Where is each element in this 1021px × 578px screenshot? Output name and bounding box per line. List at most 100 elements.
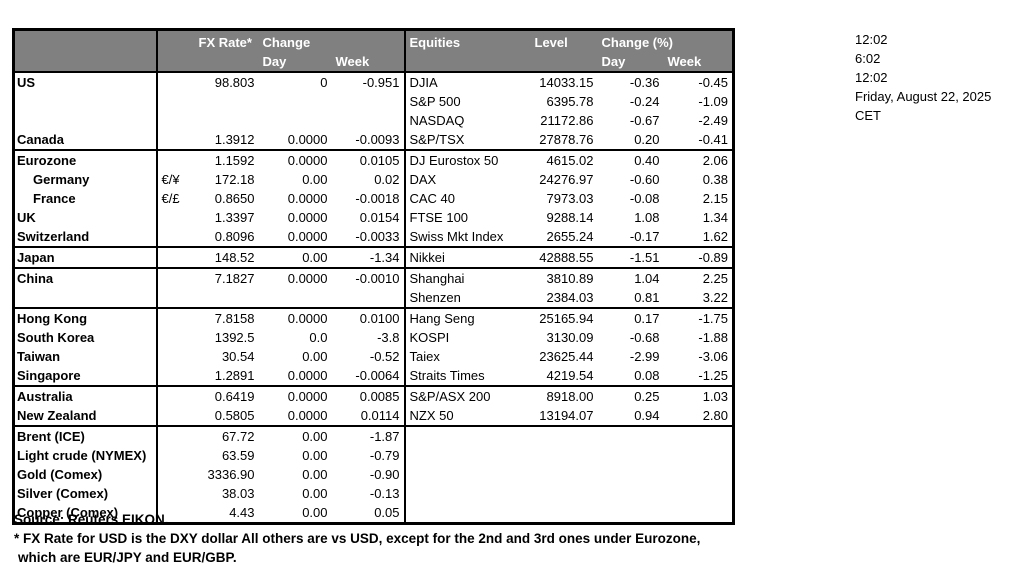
fx-day-change-cell: 0.00 — [302, 171, 328, 187]
level-cell: 21172.86 — [540, 112, 594, 128]
currency-pair-cell — [155, 483, 195, 503]
header-blank-cell — [530, 51, 598, 73]
country-cell: Gold (Comex) — [17, 466, 103, 482]
equity-day-change-cell: -0.60 — [629, 171, 660, 187]
currency-pair-cell — [155, 405, 195, 427]
equity-week-change-cell: 1.34 — [702, 209, 728, 225]
timezone-label: CET — [855, 108, 881, 123]
table-row: France €/£ 0.8650 0.0000 -0.0018 CAC 40 … — [14, 188, 734, 208]
equity-day-change-cell: -0.17 — [597, 226, 664, 248]
table-row: Japan 148.52 0.00 -1.34 Nikkei 42888.55 … — [13, 246, 734, 269]
fx-rate-cell: 1392.5 — [214, 329, 255, 345]
equity-week-change-cell — [664, 426, 734, 446]
equity-week-change-cell: -0.41 — [663, 129, 734, 151]
fx-day-change-cell: 0.00 — [302, 447, 328, 463]
fx-day-change-cell: 0.00 — [302, 466, 328, 482]
currency-pair-cell — [155, 385, 195, 406]
equity-day-change-cell — [598, 484, 664, 503]
equity-index-cell: Nikkei — [403, 246, 531, 269]
fx-week-change-cell: 0.0100 — [359, 310, 400, 326]
level-cell: 27878.76 — [530, 129, 598, 151]
currency-pair-cell — [155, 226, 195, 248]
fx-week-change-cell: -0.951 — [362, 74, 400, 90]
fx-day-change-cell: 0.00 — [302, 428, 328, 444]
fx-week-change-cell — [332, 92, 405, 111]
country-cell: Silver (Comex) — [17, 485, 109, 501]
fx-week-change-cell: -1.87 — [369, 428, 400, 444]
level-cell: 4219.54 — [530, 365, 598, 387]
table-row: US 98.803 0 -0.951 DJIA 14033.15 -0.36 -… — [14, 71, 734, 92]
equity-day-change-cell: -0.36 — [629, 74, 660, 90]
currency-pair-cell — [155, 502, 195, 523]
table-row: Shenzen 2384.03 0.81 3.22 — [13, 287, 734, 309]
equity-index-cell — [403, 464, 531, 484]
equity-index-cell: DJIA — [403, 71, 531, 92]
fx-change-header: Change — [258, 29, 405, 52]
fx-footnote-line2: which are EUR/JPY and EUR/GBP. — [18, 550, 237, 565]
equity-day-change-cell: 0.94 — [597, 405, 664, 427]
fx-week-change-cell: 0.0085 — [359, 388, 400, 404]
fx-week-change-cell — [331, 287, 405, 309]
level-cell — [531, 465, 598, 484]
fx-day-change-cell: 0.0000 — [258, 365, 332, 387]
level-header: Level — [530, 29, 598, 52]
footnotes: Source: Reuters EIKON. * FX Rate for USD… — [14, 510, 700, 567]
currency-pair-cell — [155, 346, 195, 366]
fx-rate-cell: 7.1827 — [214, 270, 255, 286]
level-cell: 42888.55 — [530, 246, 598, 269]
fx-week-change-cell: -0.90 — [369, 466, 400, 482]
level-cell — [531, 484, 598, 503]
table-row: Light crude (NYMEX) 63.59 0.00 -0.79 — [14, 445, 734, 465]
currency-pair-cell — [155, 267, 195, 288]
table-row: Copper (Comex) 4.43 0.00 0.05 — [14, 502, 734, 523]
fx-rate-cell: 63.59 — [221, 447, 255, 463]
equity-index-cell — [403, 483, 531, 503]
fx-day-header: Day — [258, 51, 332, 73]
fx-day-change-cell — [259, 92, 332, 111]
fx-day-change-cell: 0.0000 — [258, 226, 332, 248]
equity-day-change-cell: 0.81 — [597, 287, 664, 309]
table-row: Taiwan 30.54 0.00 -0.52 Taiex 23625.44 -… — [14, 346, 734, 366]
fx-week-change-cell: 0.0105 — [359, 152, 400, 168]
fx-rate-cell: 148.52 — [194, 246, 259, 269]
equity-index-cell: KOSPI — [403, 327, 531, 347]
equity-day-change-cell: -0.67 — [629, 112, 660, 128]
country-cell: Switzerland — [13, 226, 157, 248]
table-row: Eurozone 1.1592 0.0000 0.0105 DJ Eurosto… — [14, 149, 734, 170]
equity-index-cell: Shenzen — [403, 287, 531, 309]
fx-rate-cell — [195, 92, 259, 111]
fx-rate-header: FX Rate* — [194, 29, 259, 52]
country-cell: Taiwan — [17, 348, 61, 364]
equity-index-cell: S&P 500 — [403, 91, 531, 111]
equity-week-change-cell: -1.25 — [663, 365, 734, 387]
fx-day-change-cell: 0.00 — [302, 504, 328, 520]
level-cell — [531, 426, 598, 446]
country-cell: Copper (Comex) — [17, 504, 119, 520]
timestamp-panel: 12:02 6:02 12:02 Friday, August 22, 2025… — [855, 30, 991, 125]
fx-rate-cell: 98.803 — [214, 74, 255, 90]
fx-day-change-cell: 0.0000 — [287, 270, 328, 286]
currency-pair-cell — [155, 91, 195, 111]
currency-pair-cell — [155, 207, 195, 227]
equity-index-cell: Taiex — [403, 346, 531, 366]
equity-week-change-cell: -1.09 — [698, 93, 728, 109]
time-secondary: 6:02 — [855, 51, 881, 66]
equity-day-change-cell: 0.17 — [634, 310, 660, 326]
fx-rate-cell: 38.03 — [221, 485, 255, 501]
fx-week-change-cell: -1.34 — [331, 246, 405, 269]
table-row: Brent (ICE) 67.72 0.00 -1.87 — [14, 425, 734, 446]
header-row-1: FX Rate* Change Equities Level Change (%… — [13, 29, 734, 52]
country-cell — [14, 92, 157, 111]
equities-header: Equities — [403, 29, 531, 52]
equity-index-cell: Swiss Mkt Index — [403, 226, 531, 248]
fx-day-change-cell: 0.0 — [309, 329, 328, 345]
currency-pair-cell — [155, 287, 195, 309]
fx-week-change-cell: -0.79 — [369, 447, 400, 463]
equity-week-change-cell: 2.25 — [702, 270, 728, 286]
country-cell: Singapore — [13, 365, 157, 387]
level-cell: 24276.97 — [539, 171, 594, 187]
fx-day-change-cell: 0 — [320, 74, 328, 90]
country-cell: Germany — [33, 171, 90, 187]
currency-pair-cell — [155, 110, 195, 130]
equity-index-cell — [403, 502, 531, 523]
